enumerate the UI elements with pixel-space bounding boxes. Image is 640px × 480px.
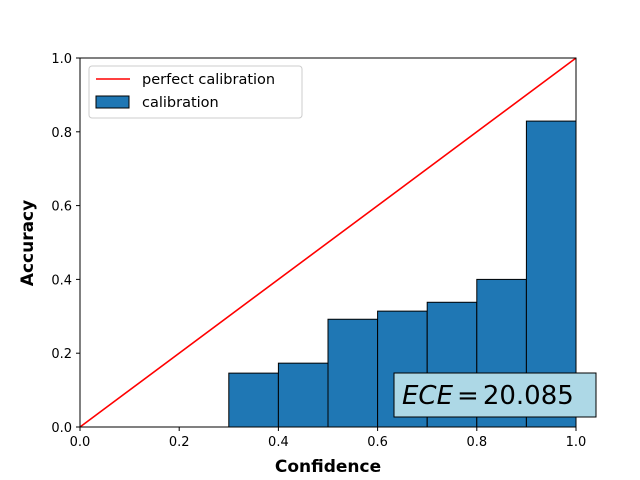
ece-box (393, 372, 597, 418)
legend-box (88, 65, 303, 119)
ece-annotation: ECE = 20.085 (393, 372, 597, 418)
legend-bar-swatch (95, 95, 130, 109)
y-tick-label: 0.8 (51, 126, 72, 141)
calibration-bar-3 (327, 318, 379, 428)
legend-label-calibration: calibration (142, 95, 219, 111)
x-tick-label: 0.2 (169, 435, 190, 450)
legend-label-perfect-calibration: perfect calibration (142, 72, 275, 88)
y-ticks: 0.0 0.2 0.4 0.6 0.8 1.0 (51, 52, 80, 436)
perfect-calibration-line (79, 57, 577, 428)
y-tick-label: 0.4 (51, 273, 72, 288)
ece-value: 20.085 (483, 381, 574, 411)
x-tick-label: 0.0 (70, 435, 91, 450)
x-ticks: 0.0 0.2 0.4 0.6 0.8 1.0 (70, 427, 587, 450)
y-tick-label: 1.0 (51, 52, 72, 67)
x-tick-label: 0.4 (268, 435, 289, 450)
y-tick-label: 0.0 (51, 421, 72, 436)
ece-equals: = (457, 381, 479, 411)
ece-label: ECE (402, 381, 454, 411)
x-tick-label: 1.0 (566, 435, 587, 450)
x-tick-label: 0.8 (466, 435, 487, 450)
plot-frame (79, 57, 577, 428)
x-tick-label: 0.6 (367, 435, 388, 450)
calibration-bar-2 (277, 362, 329, 428)
legend: perfect calibration calibration (88, 65, 303, 119)
y-tick-label: 0.2 (51, 347, 72, 362)
x-axis-label: Confidence (275, 457, 381, 477)
y-axis-label: Accuracy (18, 200, 38, 286)
y-tick-label: 0.6 (51, 200, 72, 215)
calibration-bar-1 (228, 372, 279, 428)
ece-text: ECE = 20.085 (402, 381, 574, 411)
